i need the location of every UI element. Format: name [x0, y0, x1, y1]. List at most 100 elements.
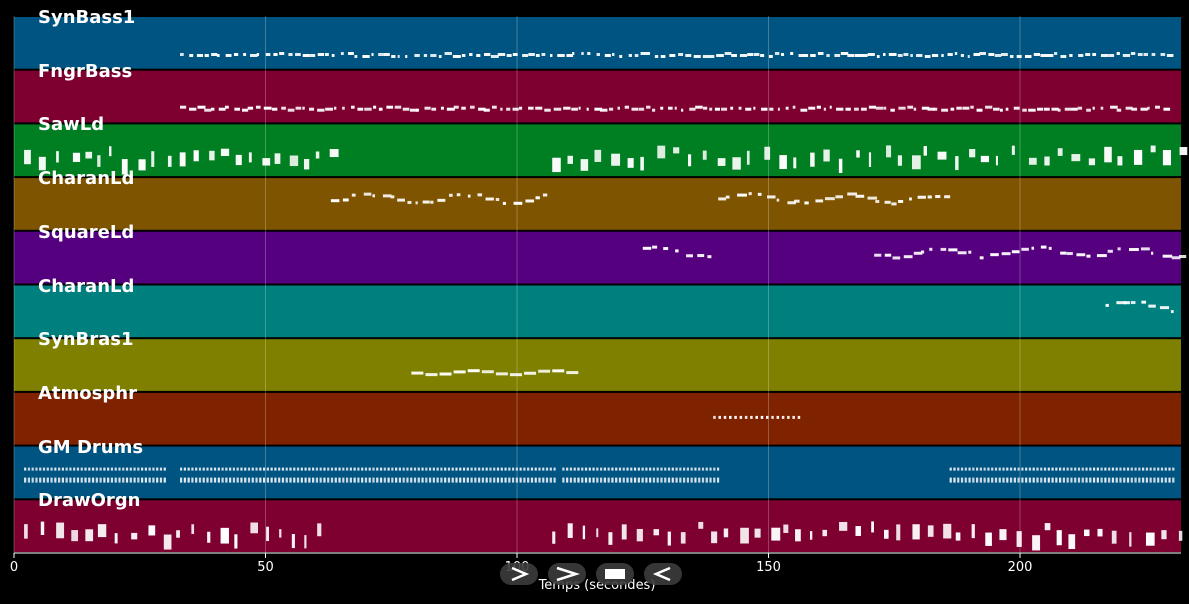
drum-hit — [1051, 477, 1054, 483]
note — [495, 197, 500, 201]
note — [1040, 245, 1047, 249]
drum-hit — [270, 467, 273, 471]
drum-hit — [300, 467, 303, 471]
rewind-button[interactable] — [644, 563, 682, 585]
tick-label: 200 — [1007, 560, 1033, 575]
drum-hit — [500, 467, 503, 471]
drum-hit — [538, 467, 541, 471]
drum-hit — [312, 477, 315, 483]
drum-hit — [137, 477, 140, 483]
drum-hit — [247, 467, 251, 471]
drum-hit — [447, 467, 451, 471]
note — [950, 107, 955, 111]
drum-hit — [255, 467, 258, 471]
drum-hit — [960, 467, 964, 471]
track-label: CharanLd — [38, 168, 135, 190]
drum-hit — [538, 477, 541, 483]
note — [1032, 535, 1041, 551]
note — [303, 158, 310, 170]
drum-hit — [1085, 467, 1088, 471]
note — [839, 521, 848, 531]
drum-hit — [428, 477, 432, 483]
drum-hit — [61, 477, 64, 483]
note — [581, 52, 584, 55]
note — [688, 154, 692, 167]
drum-hit — [274, 477, 277, 483]
drum-hit — [338, 467, 341, 471]
note — [351, 193, 356, 197]
note — [176, 530, 180, 538]
note — [193, 150, 199, 162]
note — [1133, 149, 1143, 165]
drum-hit — [364, 477, 368, 483]
note — [402, 107, 410, 111]
note — [509, 373, 522, 377]
drum-hit — [421, 467, 424, 471]
note — [924, 55, 931, 58]
note — [478, 107, 486, 111]
note — [711, 531, 718, 544]
drum-hit — [191, 477, 194, 483]
drum-hit — [259, 467, 262, 471]
note — [1097, 528, 1103, 537]
note — [654, 55, 659, 58]
drum-hit — [1070, 477, 1073, 483]
note — [528, 53, 535, 56]
note — [596, 528, 599, 538]
note — [624, 105, 630, 109]
drum-hit — [1123, 477, 1126, 483]
drum-hit — [1130, 467, 1133, 471]
drum-hit — [35, 477, 38, 483]
drum-hit — [493, 477, 496, 483]
track-lane — [14, 17, 1181, 69]
note — [761, 107, 768, 111]
drum-hit — [1119, 477, 1122, 483]
note — [519, 106, 523, 110]
note — [621, 524, 627, 540]
drum-hit — [88, 477, 91, 483]
note — [847, 54, 855, 57]
note — [709, 107, 713, 111]
drum-hit — [95, 477, 98, 483]
drum-hit — [129, 467, 132, 471]
note — [273, 53, 278, 56]
drum-hit — [99, 477, 102, 483]
note — [927, 525, 934, 537]
note — [354, 55, 358, 58]
drum-hit — [428, 467, 432, 471]
stop-button[interactable] — [596, 563, 634, 585]
note — [781, 415, 785, 419]
play-button[interactable] — [500, 563, 538, 585]
drum-hit — [637, 477, 640, 483]
drum-hit — [387, 467, 390, 471]
drum-hit — [144, 477, 147, 483]
drum-hit — [304, 477, 307, 483]
note — [24, 524, 28, 539]
note — [596, 53, 601, 56]
drum-hit — [229, 467, 232, 471]
drum-hit — [1104, 477, 1107, 483]
note — [364, 107, 372, 111]
drum-hit — [994, 477, 998, 483]
drum-hit — [694, 477, 697, 483]
drum-hit — [383, 467, 386, 471]
fast-forward-button[interactable] — [548, 563, 586, 585]
drum-hit — [459, 467, 462, 471]
note — [566, 54, 574, 57]
note — [218, 107, 226, 111]
note — [189, 107, 197, 111]
note — [913, 251, 923, 255]
drum-hit — [357, 467, 360, 471]
note — [407, 200, 412, 204]
drum-hit — [244, 477, 247, 483]
note — [970, 105, 974, 109]
note — [470, 105, 475, 109]
drum-hit — [1134, 477, 1137, 483]
note — [667, 531, 671, 546]
drum-hit — [330, 467, 334, 471]
drum-hit — [515, 477, 518, 483]
note — [167, 155, 172, 167]
drum-hit — [1100, 477, 1103, 483]
drum-hit — [667, 467, 671, 471]
